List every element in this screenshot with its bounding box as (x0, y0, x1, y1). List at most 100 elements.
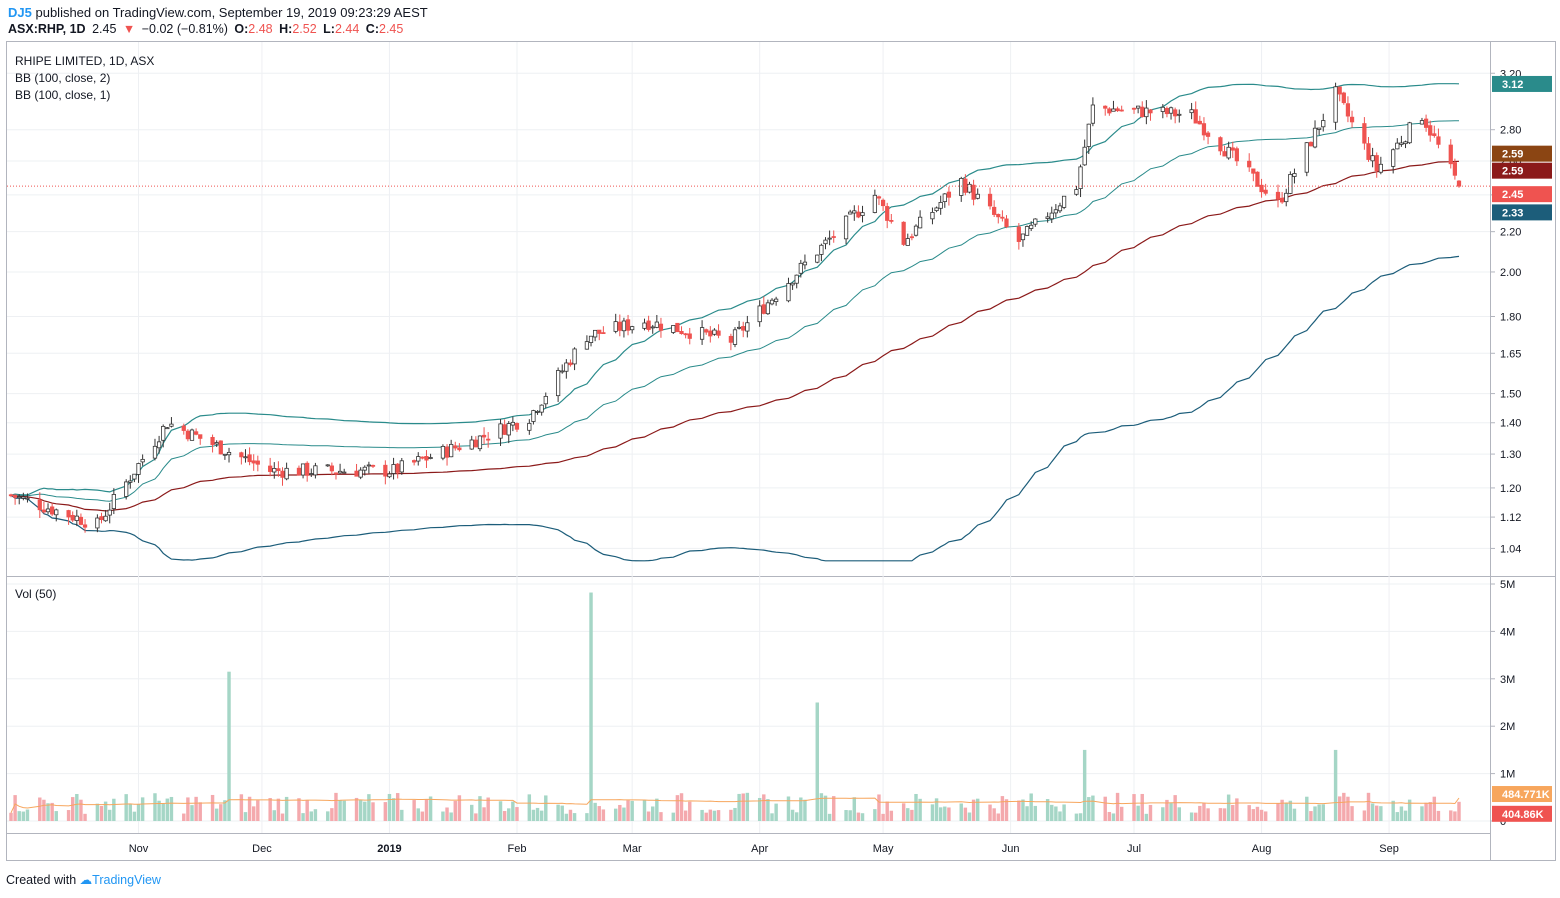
volume-bar (515, 807, 519, 821)
tradingview-link[interactable]: TradingView (92, 873, 161, 887)
candle-body (831, 236, 836, 238)
volume-bar (564, 813, 569, 821)
volume-bar (326, 811, 330, 821)
candle-body (819, 244, 824, 255)
candle-body (132, 473, 137, 480)
close-value: 2.45 (379, 22, 404, 36)
volume-bar (1050, 804, 1054, 821)
grid-lines (7, 42, 1490, 833)
volume-bar (367, 794, 371, 821)
candle-body (1201, 123, 1207, 136)
volume-bar (1305, 796, 1309, 821)
candle-body (395, 463, 400, 473)
candle-body (646, 320, 651, 330)
volume-bar (1033, 805, 1038, 821)
candle-body (654, 321, 659, 328)
volume-bar (832, 796, 836, 821)
candle-body (140, 458, 145, 463)
candle-body (1205, 132, 1211, 137)
candle-body (1395, 142, 1400, 150)
candle-body (728, 335, 734, 343)
volume-bar (1189, 812, 1194, 821)
volume-bar (1017, 800, 1021, 821)
volume-bar (716, 810, 721, 821)
volume-bar (66, 810, 71, 821)
volume-bar (391, 798, 396, 821)
volume-bar (1453, 811, 1457, 821)
candle-body (917, 216, 923, 229)
candle-body (1103, 105, 1108, 109)
volume-bar (531, 809, 536, 821)
volume-bar (124, 794, 128, 821)
volume-bar (1346, 796, 1350, 821)
volume-bar (568, 809, 573, 821)
candle-body (54, 509, 59, 516)
volume-bar (1074, 813, 1079, 821)
volume-bar (971, 799, 976, 821)
price-label-box (1492, 786, 1552, 803)
price-tick-label: 2.80 (1500, 125, 1521, 137)
publish-line: DJ5 published on TradingView.com, Septem… (8, 5, 428, 20)
candle-body (449, 443, 454, 458)
candle-body (1090, 104, 1096, 124)
volume-bar (1251, 809, 1256, 821)
volume-bar (54, 811, 58, 821)
volume-bar (1054, 806, 1058, 821)
volume-bar (1087, 797, 1091, 821)
candle-body (564, 362, 569, 372)
indicator-legend-2[interactable]: BB (100, close, 1) (15, 88, 110, 102)
volume-bar (1206, 808, 1210, 821)
volume-bar (1436, 810, 1441, 821)
candle-body (769, 299, 775, 305)
price-tick-label: 1.40 (1500, 418, 1521, 430)
volume-bar (9, 812, 13, 821)
volume-bar (108, 809, 112, 821)
volume-bar (268, 798, 272, 821)
candle-body (1029, 224, 1034, 229)
candle-body (370, 464, 376, 467)
candle-body (1403, 141, 1408, 145)
price-label-bb_mid_a: 2.59 (1502, 149, 1523, 161)
candle-body (358, 469, 363, 478)
volume-legend[interactable]: Vol (50) (15, 587, 56, 601)
volume-bar (99, 806, 104, 821)
price-tick-label: 1.12 (1500, 512, 1521, 524)
candle-body (198, 434, 203, 439)
volume-bar (157, 800, 161, 821)
candle-body (469, 439, 474, 450)
candle-body (247, 454, 252, 463)
volume-bar (1362, 810, 1367, 821)
volume-bar (556, 804, 560, 821)
candle-body (99, 516, 104, 521)
candle-body (1321, 120, 1326, 128)
candle-body (222, 453, 228, 456)
candle-body (1341, 92, 1346, 104)
candle-body (1374, 155, 1379, 172)
volume-bar (601, 809, 606, 821)
volume-bar (227, 671, 231, 821)
candle-body (387, 473, 392, 478)
author-link[interactable]: DJ5 (8, 5, 32, 20)
volume-bar (688, 801, 692, 821)
volume-bar (947, 807, 951, 821)
candle-body (1086, 123, 1091, 147)
open-label: O: (234, 22, 249, 36)
candle-body (243, 456, 248, 459)
candle-body (1119, 109, 1124, 112)
candle-body (946, 191, 952, 198)
candle-body (181, 425, 186, 431)
time-tick-label: Apr (751, 843, 768, 855)
tradingview-logo-icon: ☁ (79, 873, 93, 887)
indicator-legend-1[interactable]: BB (100, close, 2) (15, 71, 110, 85)
candle-body (1428, 125, 1433, 136)
candle-body (1144, 107, 1149, 118)
high-label: H: (279, 22, 293, 36)
candle-body (971, 184, 976, 200)
price-label-bb_upper: 3.12 (1502, 79, 1523, 91)
volume-bar (165, 798, 170, 821)
candle-body (420, 456, 425, 459)
candle-body (21, 496, 26, 499)
price-label-vol_ma: 484.771K (1502, 789, 1550, 801)
candle-body (1317, 127, 1322, 130)
